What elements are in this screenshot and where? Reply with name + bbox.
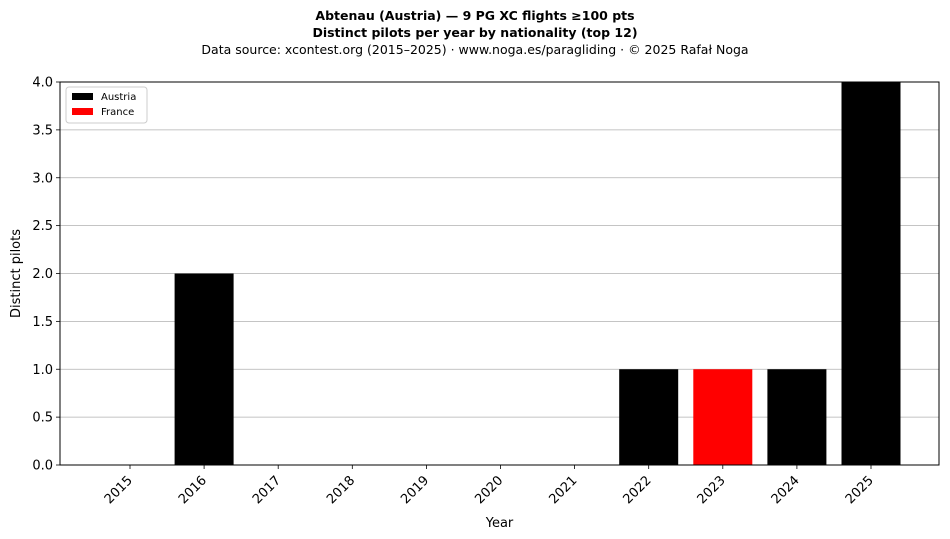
x-tick-label: 2017	[250, 473, 284, 507]
legend-label-austria: Austria	[101, 92, 136, 103]
y-tick-label: 3.0	[32, 171, 53, 186]
x-axis: 2015 2016 2017 2018 2019 2020 2021 2022 2023 2024…	[102, 465, 877, 507]
bar-france-2023	[693, 369, 753, 465]
y-tick-label: 0.0	[32, 459, 53, 474]
y-tick-label: 1.5	[32, 315, 53, 330]
x-tick-label: 2015	[102, 473, 136, 507]
chart-title: Abtenau (Austria) — 9 PG XC flights ≥100…	[315, 8, 635, 23]
x-tick-label: 2024	[769, 473, 803, 507]
y-tick-label: 4.0	[32, 76, 53, 91]
y-tick-label: 0.5	[32, 411, 53, 426]
y-tick-label: 2.0	[32, 267, 53, 282]
legend: Austria France	[65, 86, 148, 124]
y-axis: 0.0 0.5 1.0 1.5 2.0 2.5 3.0 3.5 4.0	[32, 76, 60, 474]
x-tick-label: 2023	[695, 473, 729, 507]
x-axis-label: Year	[485, 516, 514, 531]
x-tick-label: 2016	[176, 473, 210, 507]
x-tick-label: 2025	[843, 473, 877, 507]
y-tick-label: 3.5	[32, 123, 53, 138]
legend-swatch-austria	[72, 93, 93, 100]
bar-austria-2024	[767, 369, 827, 465]
y-tick-label: 2.5	[32, 219, 53, 234]
x-tick-label: 2021	[546, 473, 580, 507]
y-axis-label: Distinct pilots	[9, 229, 24, 318]
bar-austria-2016	[174, 273, 234, 465]
bar-austria-2022	[619, 369, 679, 465]
legend-swatch-france	[72, 108, 93, 115]
chart-source: Data source: xcontest.org (2015–2025) · …	[201, 42, 749, 57]
chart-titles: Abtenau (Austria) — 9 PG XC flights ≥100…	[0, 7, 950, 58]
chart-subtitle: Distinct pilots per year by nationality …	[312, 25, 638, 40]
legend-label-france: France	[101, 107, 134, 118]
x-tick-label: 2018	[324, 473, 358, 507]
x-tick-label: 2022	[621, 473, 655, 507]
bars	[174, 82, 901, 465]
y-tick-label: 1.0	[32, 363, 53, 378]
bar-austria-2025	[841, 82, 901, 465]
x-tick-label: 2020	[472, 473, 506, 507]
x-tick-label: 2019	[398, 473, 432, 507]
